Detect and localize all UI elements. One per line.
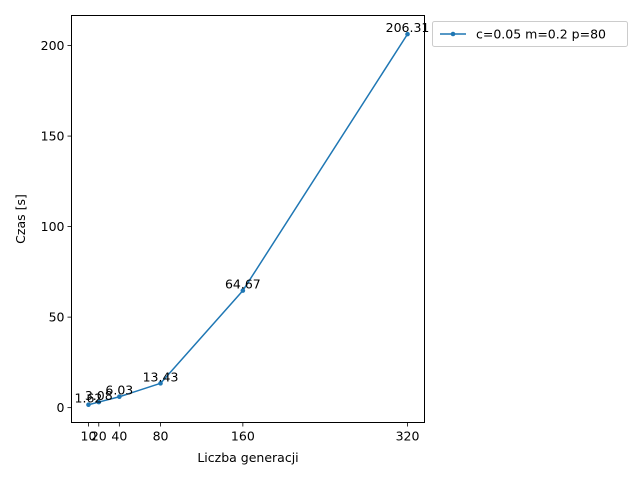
y-tick-label: 100: [41, 219, 65, 234]
data-point: [86, 402, 91, 408]
data-label: 3.08: [85, 388, 113, 403]
x-tick-label: 10: [81, 429, 97, 444]
legend-marker: [450, 31, 456, 37]
x-tick-label: 320: [396, 429, 420, 444]
x-tick-label: 20: [91, 429, 107, 444]
x-tick-label: 80: [153, 429, 169, 444]
x-axis-label: Liczba generacji: [197, 450, 298, 465]
y-tick-label: 200: [41, 38, 65, 53]
plot-frame: [71, 15, 425, 423]
data-label: 13.43: [143, 369, 179, 384]
y-axis-ticks: 0 50 100 150 200: [41, 38, 72, 415]
data-label-layer: 1.623.086.03 13.43 64.67 206.31: [75, 20, 430, 406]
data-label: 6.03: [105, 383, 133, 398]
legend-box: [432, 21, 628, 47]
y-tick-label: 50: [49, 310, 65, 325]
data-point: [117, 394, 122, 400]
y-tick-label: 150: [41, 129, 65, 144]
data-label: 1.62: [75, 391, 103, 406]
y-axis-label: Czas [s]: [13, 194, 28, 244]
series-layer: [86, 31, 410, 408]
data-point: [405, 31, 410, 37]
x-tick-label: 160: [231, 429, 255, 444]
data-point: [158, 381, 163, 386]
data-label: 64.67: [225, 277, 261, 292]
data-label: 206.31: [386, 20, 430, 35]
legend-label: c=0.05 m=0.2 p=80: [476, 27, 606, 42]
legend: c=0.05 m=0.2 p=80: [432, 21, 628, 47]
x-tick-label: 40: [111, 429, 127, 444]
y-tick-label: 0: [57, 400, 65, 415]
plot-area: [71, 15, 425, 423]
data-point: [240, 288, 246, 293]
data-point: [96, 399, 102, 405]
